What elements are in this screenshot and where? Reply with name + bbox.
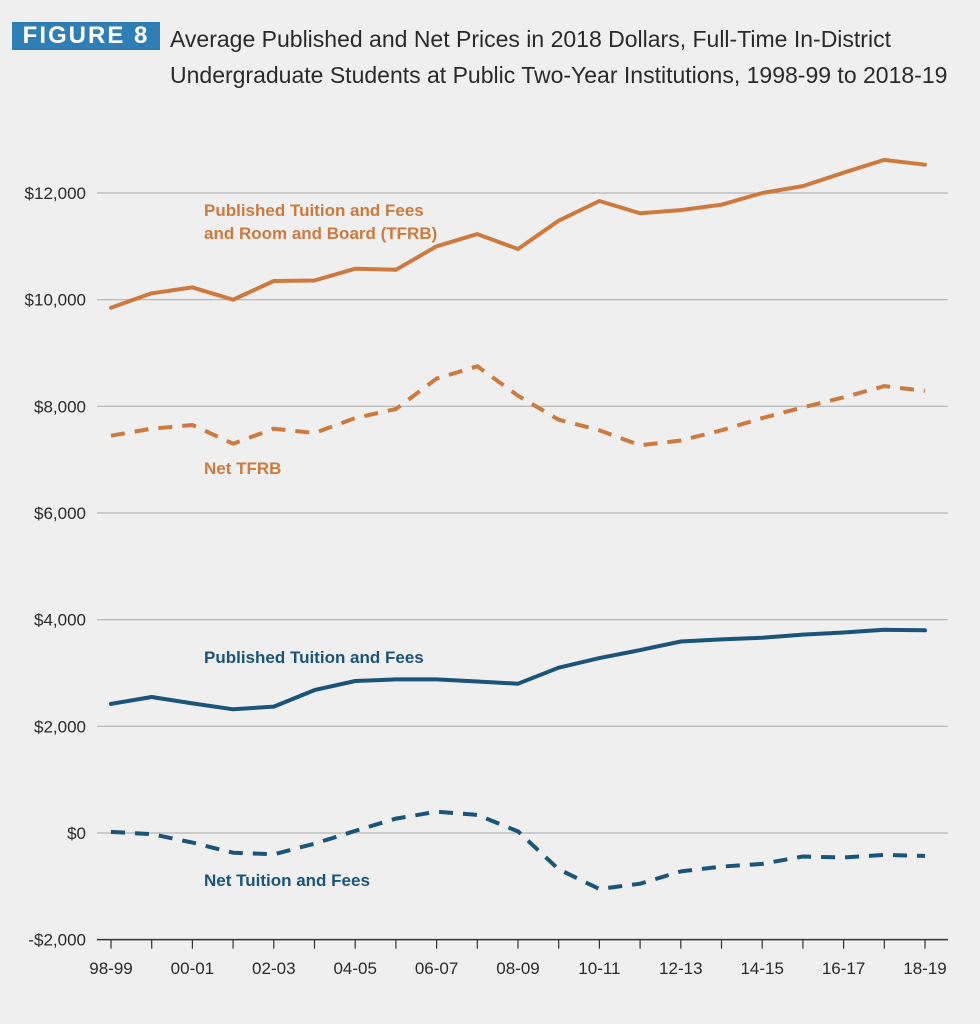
x-tick-label: 10-11 [578,959,620,978]
series-label: Net TFRB [204,459,281,478]
y-tick-label: $0 [67,824,86,843]
y-tick-label: $6,000 [34,504,86,523]
x-tick-label: 98-99 [89,959,132,978]
series-line-0 [109,157,927,310]
series-line-3 [110,809,926,891]
x-tick-label: 08-09 [496,959,539,978]
y-tick-label: $2,000 [34,717,86,736]
x-tick-label: 16-17 [822,959,865,978]
x-axis: 98-99 00-01 02-03 04-05 06-07 08-09 10-11 12-13… [89,938,948,978]
series-label: Published Tuition and Fees [204,201,424,220]
x-tick-label: 06-07 [415,959,458,978]
series-lines [109,157,927,891]
y-tick-label: $12,000 [25,184,86,203]
x-tick-label: 12-13 [659,959,702,978]
x-tick-label: 02-03 [252,959,295,978]
series-line-2 [109,627,927,712]
series-labels: Published Tuition and Fees and Room and B… [204,201,437,890]
y-tick-label: -$2,000 [28,931,86,950]
y-tick-label: $8,000 [34,397,86,416]
series-line-1 [110,364,926,448]
y-tick-label: $10,000 [25,291,86,310]
x-tick-label: 18-19 [903,959,946,978]
gridlines [97,192,948,834]
series-label: Net Tuition and Fees [204,871,370,890]
x-tick-label: 14-15 [740,959,783,978]
x-tick-label: 04-05 [333,959,376,978]
series-label: and Room and Board (TFRB) [204,224,437,243]
figure-badge: FIGURE 8 [12,22,160,50]
y-tick-label: $4,000 [34,611,86,630]
series-label: Published Tuition and Fees [204,648,424,667]
x-tick-label: 00-01 [171,959,214,978]
chart-title: Average Published and Net Prices in 2018… [170,26,948,88]
y-axis-ticks: -$2,000 $0 $2,000 $4,000 $6,000 $8,000 $10,000… [25,184,86,950]
